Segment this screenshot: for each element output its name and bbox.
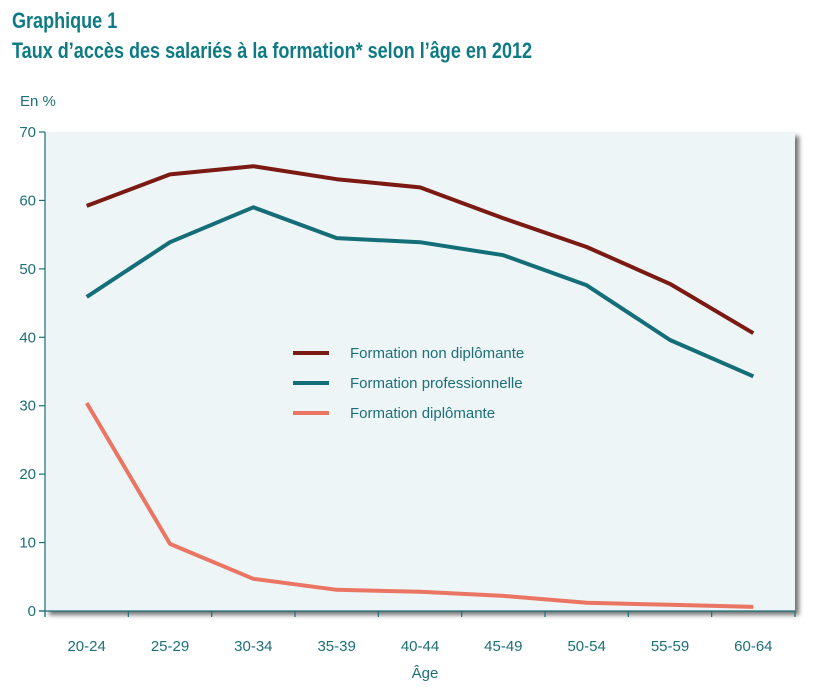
x-tick-label: 55-59 [651,638,689,655]
chart-header: Graphique 1 Taux d’accès des salariés à … [12,6,532,66]
figure-label: Graphique 1 [12,8,118,33]
y-tick-label: 70 [19,124,36,141]
y-tick-label: 10 [19,535,36,552]
series-line-3 [84,401,754,609]
legend-label: Formation professionnelle [350,375,523,392]
y-tick-label: 30 [19,398,36,415]
x-tick-label: 50-54 [567,638,605,655]
y-tick-label: 40 [19,329,36,346]
chart-title: Taux d’accès des salariés à la formation… [12,38,533,63]
x-tick-label: 60-64 [734,638,772,655]
legend-label: Formation diplômante [350,405,495,422]
x-tick-label: 20-24 [67,638,105,655]
y-tick-label: 20 [19,466,36,483]
series-line-1 [85,164,755,335]
x-axis-label: Âge [412,665,439,682]
series-line-2 [85,205,755,379]
legend-label: Formation non diplômante [350,345,524,362]
x-tick-label: 35-39 [317,638,355,655]
x-tick-label: 25-29 [151,638,189,655]
y-tick-label: 60 [19,192,36,209]
y-tick-label: 0 [28,603,36,620]
x-tick-label: 45-49 [484,638,522,655]
y-tick-label: 50 [19,261,36,278]
x-tick-label: 30-34 [234,638,272,655]
y-axis-unit-label: En % [20,93,56,110]
x-tick-label: 40-44 [401,638,439,655]
plot-area [45,132,795,611]
